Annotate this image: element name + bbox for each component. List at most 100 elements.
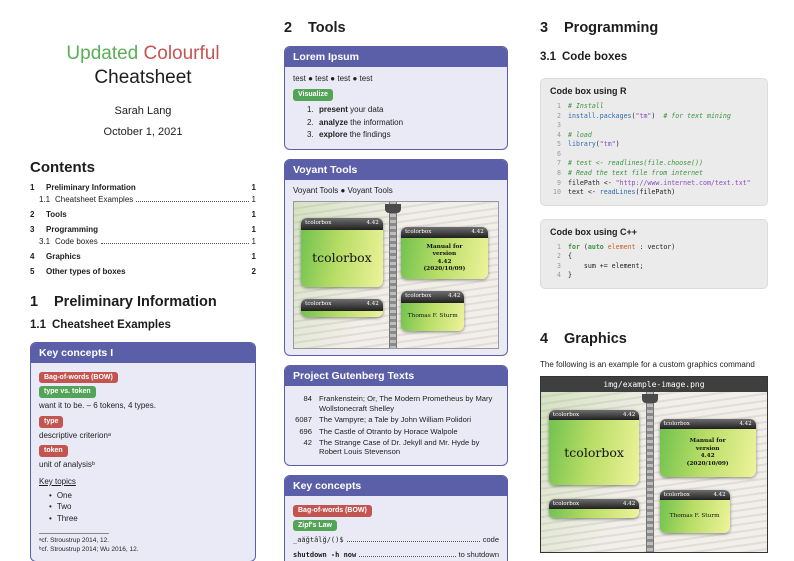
item-number: 1. (307, 104, 314, 114)
tcolorbox-poster: tcolorbox 4.42 tcolorbox tcolorbox 4.42 Ma… (294, 202, 498, 349)
table-of-contents: 1 Preliminary Information 1 1.1 Cheatshe… (30, 183, 256, 277)
item-text: present your data (319, 104, 384, 114)
text-id: 6087 (295, 415, 312, 425)
section-title: Cheatsheet Examples (52, 318, 171, 331)
toc-num: 1.1 (39, 194, 51, 204)
box-header-title: tcolorbox (552, 411, 580, 418)
list-item: 3. explore the findings (307, 130, 499, 141)
code-line: 7 # test <- readlines(file.choose()) (550, 159, 758, 169)
image-filename-label: img/example-image.png (541, 377, 767, 393)
green-box-header: tcolorbox 4.42 (301, 218, 383, 230)
toc-entry-tools[interactable]: 2 Tools 1 (30, 210, 256, 220)
code-line: 1 for (auto element : vector) (550, 243, 758, 253)
toc-num: 5 (30, 266, 35, 276)
section-title: Tools (308, 20, 346, 36)
strip-box: tcolorbox 4.42 (548, 498, 640, 518)
key-topics-label: Key topics (39, 476, 76, 486)
strip-body (301, 310, 383, 317)
numbered-list: 1. present your data 2. analyze the inform… (307, 105, 499, 141)
text-title: The Castle of Otranto by Horace Walpole (319, 426, 458, 436)
toc-entry-code-boxes[interactable]: 3.1 Code boxes 1 (30, 237, 256, 247)
code-boxes: Code box using R 1 # Install 2 install.pack… (540, 78, 768, 289)
toc-entry-graphics[interactable]: 4 Graphics 1 (30, 252, 256, 262)
code-line: 3 (550, 121, 758, 131)
toc-page: 1 (251, 194, 256, 204)
item-text: analyze the information (319, 117, 404, 127)
code-line: 3 sum += element; (550, 262, 758, 272)
line-number: 8 (557, 169, 561, 178)
toc-leader (129, 267, 249, 274)
section-number: 3.1 (540, 51, 556, 64)
toc-entry-programming[interactable]: 3 Programming 1 (30, 225, 256, 235)
code-line: 4 # load (550, 131, 758, 141)
document-title: Updated Colourful Cheatsheet (30, 42, 256, 90)
code-line: 9 filePath <- "http://www.internet.com/te… (550, 179, 758, 189)
bow-badge: Bag-of-words (BOW) (39, 371, 118, 384)
item-number: 3. (307, 130, 314, 140)
section-1-1-heading: 1.1 Cheatsheet Examples (30, 319, 256, 333)
line-number: 4 (557, 130, 561, 139)
manual-text: Manual for version 4.42 (2020/10/09) (401, 238, 488, 280)
code-box-title: Code box using R (550, 86, 627, 97)
code-text: sum += element; (568, 261, 644, 270)
manual-text: Manual for version 4.42 (2020/10/09) (659, 429, 756, 478)
code-text: text <- readLines(filePath) (568, 188, 676, 197)
toc-entry-cheatsheet-examples[interactable]: 1.1 Cheatsheet Examples 1 (30, 195, 256, 205)
toc-page: 2 (251, 266, 256, 276)
manual-line: 4.42 (700, 453, 715, 460)
green-box-header: tcolorbox 4.42 (401, 226, 488, 239)
section-number: 3 (540, 20, 549, 36)
zipper-pull (642, 394, 659, 404)
line-number: 3 (557, 121, 561, 130)
text-id: 696 (299, 426, 312, 436)
green-box-header: tcolorbox 4.42 (401, 291, 465, 303)
box-title: Project Gutenberg Texts (285, 366, 507, 387)
cpp-code-listing: 1 for (auto element : vector) 2{3 sum += e… (550, 243, 758, 281)
line-number: 1 (557, 242, 561, 251)
code-text (568, 121, 572, 131)
line-number: 6 (557, 149, 561, 158)
line-number: 1 (557, 102, 561, 111)
toc-entry-other-boxes[interactable]: 5 Other types of boxes 2 (30, 267, 256, 277)
type-badge: type (39, 415, 64, 428)
zipper-graphic (646, 392, 655, 553)
badge-row: Bag-of-words (BOW) (293, 504, 499, 517)
section-1-heading: 1 Preliminary Information (30, 294, 256, 311)
code-text: # Read the text file from internet (568, 169, 703, 178)
lorem-ipsum-box: Lorem Ipsum test ● test ● test ● test Vi… (284, 46, 508, 151)
definition-row: shutdown -h now to shutdown (293, 550, 499, 560)
topic-item: Three (49, 514, 247, 525)
code-line: 2{ (550, 252, 758, 262)
toc-entry-preliminary[interactable]: 1 Preliminary Information 1 (30, 183, 256, 193)
list-item: 1. present your data (307, 105, 499, 116)
toc-num: 1 (30, 182, 35, 192)
toc-label: Preliminary Information (46, 182, 136, 192)
badge-row: Bag-of-words (BOW) (39, 371, 247, 384)
table-row: 696 The Castle of Otranto by Horace Walpo… (293, 427, 499, 436)
column-left: Updated Colourful Cheatsheet Sarah Lang … (30, 0, 256, 561)
toc-page: 1 (251, 209, 256, 219)
manual-line: Manual for (689, 438, 726, 445)
manual-line: version (695, 445, 720, 452)
text-title: The Strange Case of Dr. Jekyll and Mr. H… (319, 438, 480, 457)
tcolorbox-logo-box: tcolorbox 4.42 tcolorbox (548, 409, 640, 486)
key-concepts-2-box: Key concepts Bag-of-words (BOW) Zipf's L… (284, 474, 508, 561)
toc-label: Graphics (46, 251, 81, 261)
code-text (568, 150, 572, 160)
toc-label: Tools (46, 209, 67, 219)
item-text: explore the findings (319, 130, 391, 140)
box-header-version: 4.42 (623, 500, 636, 507)
tcolorbox-poster: tcolorbox 4.42 tcolorbox tcolorbox 4.42 Ma… (541, 392, 767, 553)
toc-num: 4 (30, 251, 35, 261)
gutenberg-box: Project Gutenberg Texts 84 Frankenstein; … (284, 365, 508, 466)
manual-line: (2020/10/09) (686, 460, 729, 467)
tcolorbox-logo-text: tcolorbox (548, 419, 640, 486)
box-body: Bag-of-words (BOW) type vs. token want i… (31, 363, 255, 561)
footnote-a: ᵃcf. Stroustrup 2014, 12. (39, 537, 109, 545)
box-header-version: 4.42 (713, 491, 726, 498)
box-header-version: 4.42 (366, 220, 379, 227)
section-2-heading: 2 Tools (284, 20, 508, 37)
box-header-title: tcolorbox (663, 421, 690, 428)
code-text: { (568, 252, 572, 261)
strip-box: tcolorbox 4.42 (301, 299, 383, 317)
